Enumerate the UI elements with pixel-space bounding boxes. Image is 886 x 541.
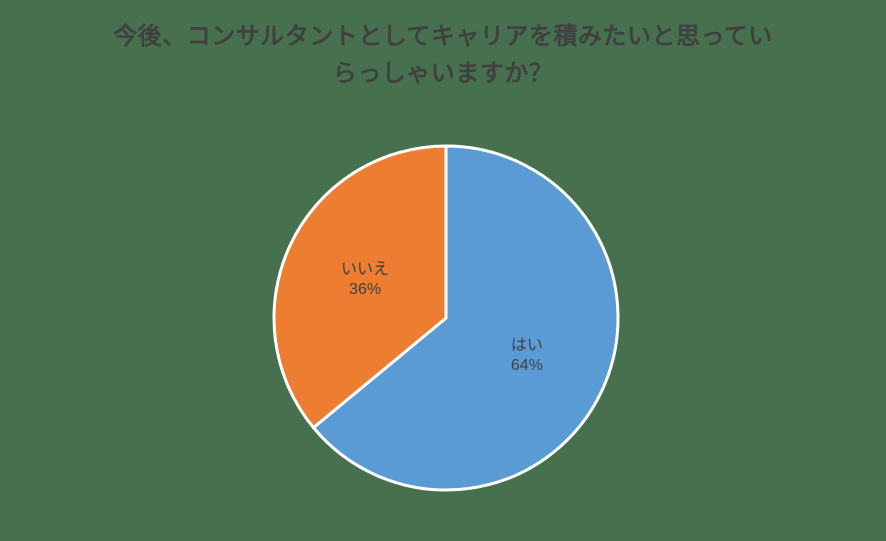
pie-no-slice: [272, 144, 448, 430]
pie-chart: [272, 144, 620, 492]
chart-title: 今後、コンサルタントとしてキャリアを積みたいと思ってい らっしゃいますか？: [0, 18, 886, 92]
pie-label-category: はい: [510, 337, 543, 355]
pie-chart-area: はい 64% いいえ 36%: [256, 128, 636, 508]
chart-title-line-1: 今後、コンサルタントとしてキャリアを積みたいと思ってい: [113, 23, 773, 50]
pie-label-percent: 64%: [510, 357, 543, 375]
pie-yes-slice: [311, 144, 620, 492]
chart-title-line-2: らっしゃいますか？: [332, 60, 554, 87]
pie-label-category: いいえ: [341, 260, 390, 278]
pie-label-percent: 36%: [349, 280, 382, 298]
pie-label-yes-slice: はい 64%: [511, 336, 543, 376]
pie-label-no-slice: いいえ 36%: [341, 260, 389, 300]
